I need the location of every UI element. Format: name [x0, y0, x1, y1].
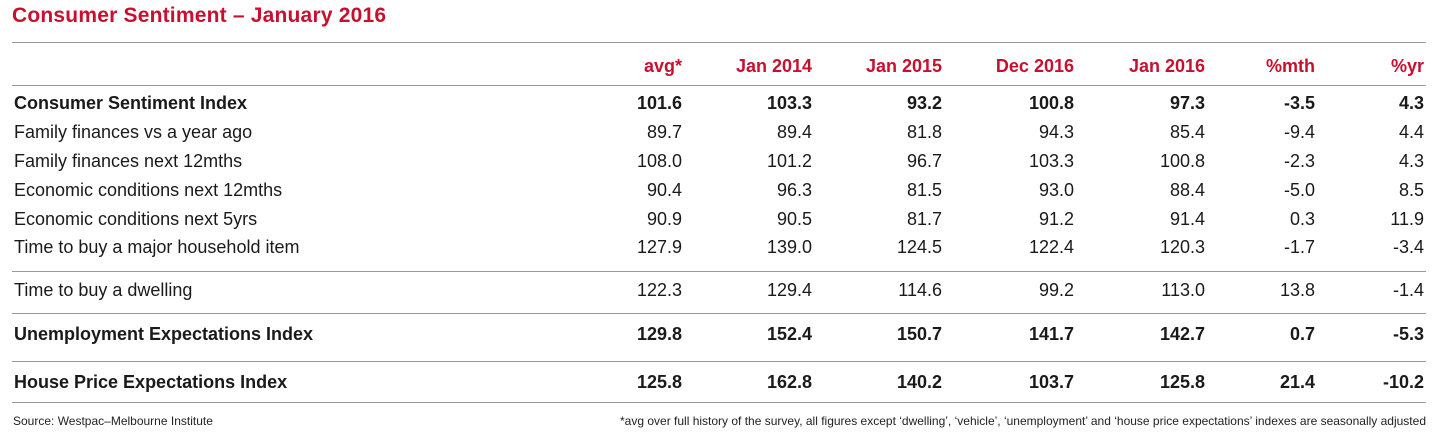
cell-dec-2016: 100.8: [1028, 93, 1074, 113]
section-rule: [12, 361, 1426, 362]
section-rule: [12, 313, 1426, 314]
cell-jan-2014: 101.2: [766, 151, 812, 171]
table-row: Unemployment Expectations Index 129.8 15…: [12, 320, 1426, 350]
table-row: Economic conditions next 5yrs 90.9 90.5 …: [12, 205, 1426, 235]
cell-jan-2015: 96.7: [906, 151, 942, 171]
cell-pct-year: -1.4: [1392, 280, 1424, 300]
cell-jan-2016: 125.8: [1159, 372, 1205, 392]
cell-pct-month: 13.8: [1279, 280, 1315, 300]
col-header-pct-year: %yr: [1390, 56, 1424, 76]
cell-pct-year: -5.3: [1392, 324, 1424, 344]
cell-dec-2016: 103.3: [1028, 151, 1074, 171]
cell-avg: 90.4: [646, 180, 682, 200]
table-row: Family finances next 12mths 108.0 101.2 …: [12, 147, 1426, 177]
cell-jan-2016: 120.3: [1159, 237, 1205, 257]
cell-pct-month: -1.7: [1283, 237, 1315, 257]
cell-dec-2016: 103.7: [1028, 372, 1074, 392]
col-header-jan-2016: Jan 2016: [1128, 56, 1205, 76]
table-row: House Price Expectations Index 125.8 162…: [12, 368, 1426, 398]
cell-pct-month: -5.0: [1283, 180, 1315, 200]
cell-jan-2014: 152.4: [766, 324, 812, 344]
row-label: Economic conditions next 5yrs: [14, 209, 258, 229]
row-label: Unemployment Expectations Index: [14, 324, 314, 344]
cell-pct-month: -9.4: [1283, 122, 1315, 142]
cell-pct-year: 4.3: [1398, 151, 1424, 171]
table-row: Time to buy a major household item 127.9…: [12, 233, 1426, 263]
cell-dec-2016: 99.2: [1038, 280, 1074, 300]
cell-jan-2015: 124.5: [896, 237, 942, 257]
cell-avg: 125.8: [636, 372, 682, 392]
bottom-rule: [12, 402, 1426, 403]
top-rule: [12, 42, 1426, 43]
cell-pct-year: 4.4: [1398, 122, 1424, 142]
cell-avg: 122.3: [636, 280, 682, 300]
cell-jan-2014: 162.8: [766, 372, 812, 392]
row-label: Economic conditions next 12mths: [14, 180, 283, 200]
cell-avg: 108.0: [636, 151, 682, 171]
col-header-jan-2014: Jan 2014: [735, 56, 812, 76]
cell-jan-2016: 97.3: [1169, 93, 1205, 113]
cell-dec-2016: 122.4: [1028, 237, 1074, 257]
cell-jan-2014: 139.0: [766, 237, 812, 257]
cell-pct-month: 0.3: [1289, 209, 1315, 229]
footnote: *avg over full history of the survey, al…: [620, 414, 1426, 428]
cell-jan-2015: 81.7: [906, 209, 942, 229]
cell-jan-2015: 93.2: [906, 93, 942, 113]
row-label: Time to buy a dwelling: [14, 280, 193, 300]
cell-avg: 129.8: [636, 324, 682, 344]
cell-jan-2014: 90.5: [776, 209, 812, 229]
cell-jan-2014: 89.4: [776, 122, 812, 142]
col-header-avg: avg*: [643, 56, 682, 76]
cell-jan-2015: 140.2: [896, 372, 942, 392]
table-row: Time to buy a dwelling 122.3 129.4 114.6…: [12, 276, 1426, 306]
col-header-pct-month: %mth: [1266, 56, 1315, 76]
cell-jan-2016: 91.4: [1169, 209, 1205, 229]
header-rule: [12, 85, 1426, 86]
col-header-jan-2015: Jan 2015: [865, 56, 942, 76]
cell-jan-2015: 150.7: [896, 324, 942, 344]
row-label: Family finances next 12mths: [14, 151, 243, 171]
cell-jan-2016: 113.0: [1161, 280, 1205, 300]
row-label: Family finances vs a year ago: [14, 122, 253, 142]
row-label: House Price Expectations Index: [14, 372, 288, 392]
section-rule: [12, 271, 1426, 272]
cell-jan-2014: 129.4: [766, 280, 812, 300]
page-title: Consumer Sentiment – January 2016: [12, 4, 387, 27]
cell-jan-2015: 81.5: [906, 180, 942, 200]
cell-pct-year: -10.2: [1382, 372, 1424, 392]
cell-dec-2016: 93.0: [1038, 180, 1074, 200]
cell-pct-month: -3.5: [1283, 93, 1315, 113]
cell-pct-year: -3.4: [1392, 237, 1424, 257]
cell-jan-2014: 103.3: [766, 93, 812, 113]
cell-pct-month: -2.3: [1283, 151, 1315, 171]
cell-pct-year: 8.5: [1398, 180, 1424, 200]
cell-jan-2016: 88.4: [1169, 180, 1205, 200]
cell-jan-2016: 142.7: [1159, 324, 1205, 344]
cell-dec-2016: 91.2: [1038, 209, 1074, 229]
cell-pct-month: 21.4: [1279, 372, 1315, 392]
cell-jan-2016: 100.8: [1159, 151, 1205, 171]
col-header-dec-2016: Dec 2016: [995, 56, 1074, 76]
cell-pct-month: 0.7: [1289, 324, 1315, 344]
source-note: Source: Westpac–Melbourne Institute: [13, 414, 213, 428]
row-label: Time to buy a major household item: [14, 237, 300, 257]
cell-avg: 127.9: [636, 237, 682, 257]
cell-avg: 89.7: [646, 122, 682, 142]
row-label: Consumer Sentiment Index: [14, 93, 248, 113]
cell-jan-2014: 96.3: [776, 180, 812, 200]
cell-jan-2016: 85.4: [1169, 122, 1205, 142]
cell-jan-2015: 81.8: [906, 122, 942, 142]
cell-jan-2015: 114.6: [898, 280, 942, 300]
cell-avg: 101.6: [636, 93, 682, 113]
cell-dec-2016: 94.3: [1038, 122, 1074, 142]
table-row: Family finances vs a year ago 89.7 89.4 …: [12, 118, 1426, 148]
cell-dec-2016: 141.7: [1028, 324, 1074, 344]
header-row: avg* Jan 2014 Jan 2015 Dec 2016 Jan 2016…: [12, 52, 1426, 82]
table-row: Economic conditions next 12mths 90.4 96.…: [12, 176, 1426, 206]
table-row: Consumer Sentiment Index 101.6 103.3 93.…: [12, 89, 1426, 119]
cell-pct-year: 4.3: [1398, 93, 1424, 113]
cell-pct-year: 11.9: [1390, 209, 1424, 229]
cell-avg: 90.9: [646, 209, 682, 229]
